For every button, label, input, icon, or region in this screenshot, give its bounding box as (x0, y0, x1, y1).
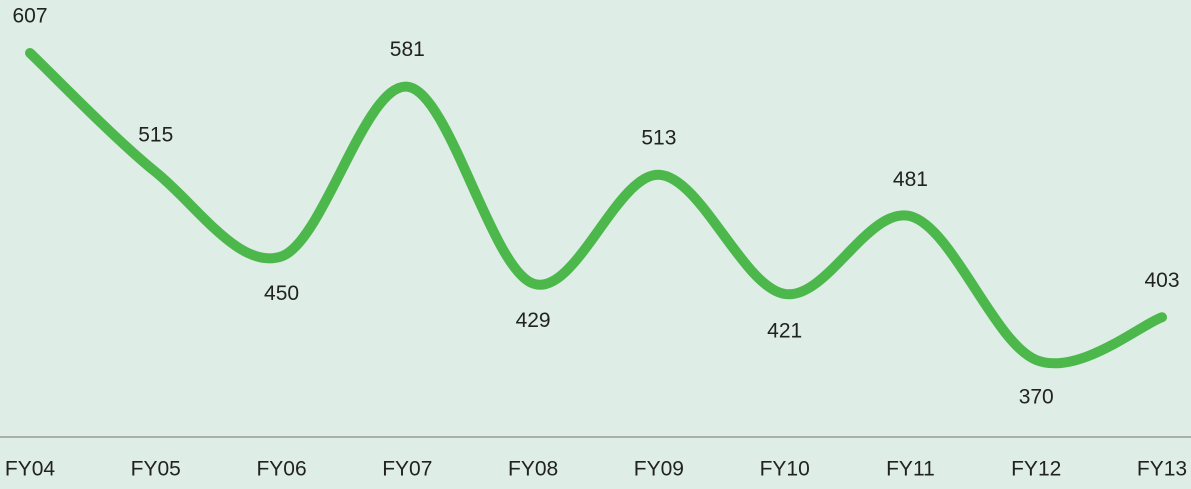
x-tick-label: FY07 (382, 458, 432, 481)
x-tick-label: FY13 (1137, 458, 1187, 481)
x-tick-label: FY12 (1011, 458, 1061, 481)
x-tick-label: FY10 (760, 458, 810, 481)
x-tick-label: FY11 (886, 458, 935, 481)
data-label: 581 (390, 38, 425, 61)
data-label: 370 (1019, 386, 1054, 409)
data-label: 429 (516, 309, 551, 332)
data-label: 481 (893, 168, 928, 191)
x-tick-label: FY06 (256, 458, 306, 481)
x-tick-label: FY05 (131, 458, 181, 481)
data-label: 607 (12, 5, 47, 28)
data-label: 515 (138, 124, 173, 147)
x-tick-label: FY04 (5, 458, 56, 481)
line (25, 48, 1167, 369)
data-label: 450 (264, 282, 299, 305)
x-tick-label: FY09 (634, 458, 684, 481)
data-label: 403 (1144, 269, 1179, 292)
data-label: 513 (641, 126, 676, 149)
x-tick-label: FY08 (508, 458, 558, 481)
data-label: 421 (767, 319, 802, 342)
